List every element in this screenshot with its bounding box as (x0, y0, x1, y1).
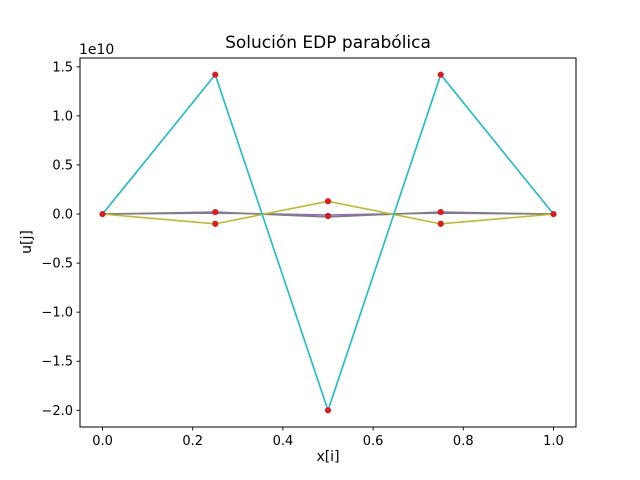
y-tick-label: 1.5 (52, 60, 73, 75)
y-tick-label: 0.5 (52, 158, 73, 173)
axes-frame (79, 57, 577, 428)
data-point-marker (212, 220, 219, 227)
data-point-marker (437, 208, 444, 216)
x-tick-label: 1.0 (543, 434, 564, 449)
data-point-marker (324, 212, 332, 220)
chart-title: Solución EDP parabólica (225, 33, 431, 53)
y-tick-label: −0.5 (41, 257, 73, 272)
x-tick-label: 0.8 (453, 434, 474, 449)
y-axis-label: u[j] (19, 230, 35, 254)
x-tick-label: 0.2 (182, 434, 203, 449)
data-point-marker (437, 220, 444, 227)
x-axis-label: x[i] (316, 449, 340, 465)
data-point-marker (212, 71, 219, 78)
x-tick-label: 0.0 (92, 434, 113, 449)
x-tick-label: 0.6 (363, 434, 384, 449)
y-tick-label: −2.0 (41, 404, 73, 419)
data-point-marker (212, 208, 219, 216)
x-tick-label: 0.4 (273, 434, 294, 449)
data-point-marker (99, 210, 106, 218)
series-line-cyan (101, 73, 555, 412)
y-tick-label: −1.5 (41, 355, 73, 370)
y-tick-label: 1.0 (52, 109, 73, 124)
y-tick-label: 0.0 (52, 208, 73, 223)
data-point-marker (550, 210, 557, 218)
data-point-marker (324, 407, 332, 414)
y-axis-offset-text: 1e10 (79, 42, 115, 58)
data-point-marker (437, 71, 444, 78)
y-tick-label: −1.0 (41, 306, 73, 321)
data-point-marker (324, 198, 332, 205)
